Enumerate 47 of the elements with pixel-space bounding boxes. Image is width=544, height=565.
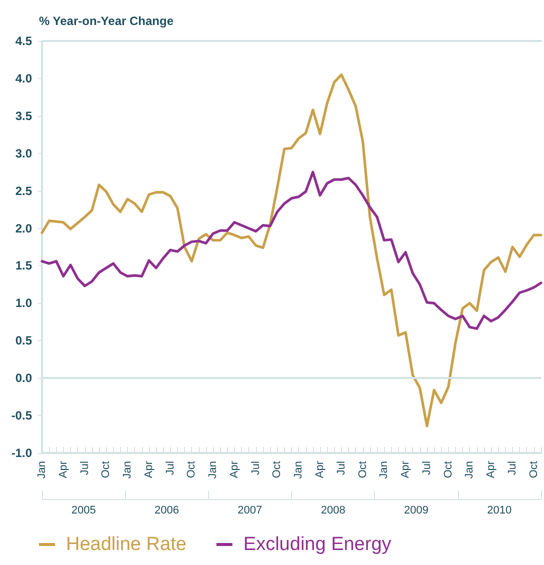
x-tick-label: Jul	[78, 461, 91, 476]
y-tick-label: 1.0	[15, 296, 32, 310]
x-tick-label: Apr	[57, 460, 70, 478]
y-tick-label: 3.5	[15, 108, 32, 123]
x-tick-label: Apr	[314, 460, 326, 478]
text: 2006	[154, 504, 179, 516]
x-tick-label: Oct	[186, 461, 198, 478]
text: 2008	[320, 504, 346, 516]
text: 2010	[487, 504, 512, 516]
x-tick-label: Oct	[356, 461, 369, 478]
y-tick-label: 2.5	[15, 184, 32, 198]
x-tick-label: Apr	[485, 460, 498, 478]
y-axis-title: % Year-on-Year Change	[39, 14, 174, 28]
x-tick-label: Oct	[528, 461, 540, 478]
y-tick-label: -1.0	[11, 446, 32, 460]
x-tick-label: Oct	[100, 461, 112, 478]
line-series	[40, 170, 542, 330]
y-tick-label: 4.5	[15, 34, 32, 48]
y-tick-label: 0.0	[15, 371, 32, 386]
x-tick-label: Apr	[142, 460, 155, 478]
y-tick-label: -0.5	[11, 408, 32, 423]
text: 2007	[238, 504, 262, 516]
y-tick-label: 4.0	[15, 71, 32, 86]
x-tick-label: Jan	[464, 461, 476, 479]
text: 2009	[404, 504, 428, 516]
x-tick-label: Jan	[36, 461, 48, 479]
line-series	[40, 73, 542, 428]
x-tick-label: Apr	[228, 460, 240, 478]
y-tick-label: 3.0	[15, 146, 32, 160]
legend-label: Excluding Energy	[243, 534, 392, 555]
x-tick-label: Apr	[400, 460, 412, 478]
legend-label: Headline Rate	[66, 534, 186, 555]
x-tick-label: Jan	[122, 461, 134, 479]
x-tick-label: Jul	[250, 461, 262, 476]
text: 2005	[71, 504, 96, 516]
y-tick-label: 2.0	[15, 221, 32, 236]
y-tick-label: 1.5	[15, 258, 32, 273]
x-tick-label: Jan	[378, 461, 390, 479]
x-tick-label: Jan	[292, 461, 305, 479]
x-tick-label: Oct	[442, 461, 454, 478]
y-tick-label: 0.5	[15, 334, 32, 348]
x-tick-label: Oct	[271, 461, 284, 478]
x-tick-label: Jul	[164, 461, 176, 476]
x-tick-label: Jul	[420, 461, 433, 476]
x-tick-label: Jan	[207, 461, 220, 479]
x-tick-label: Jul	[506, 461, 518, 476]
x-tick-label: Jul	[335, 461, 348, 476]
